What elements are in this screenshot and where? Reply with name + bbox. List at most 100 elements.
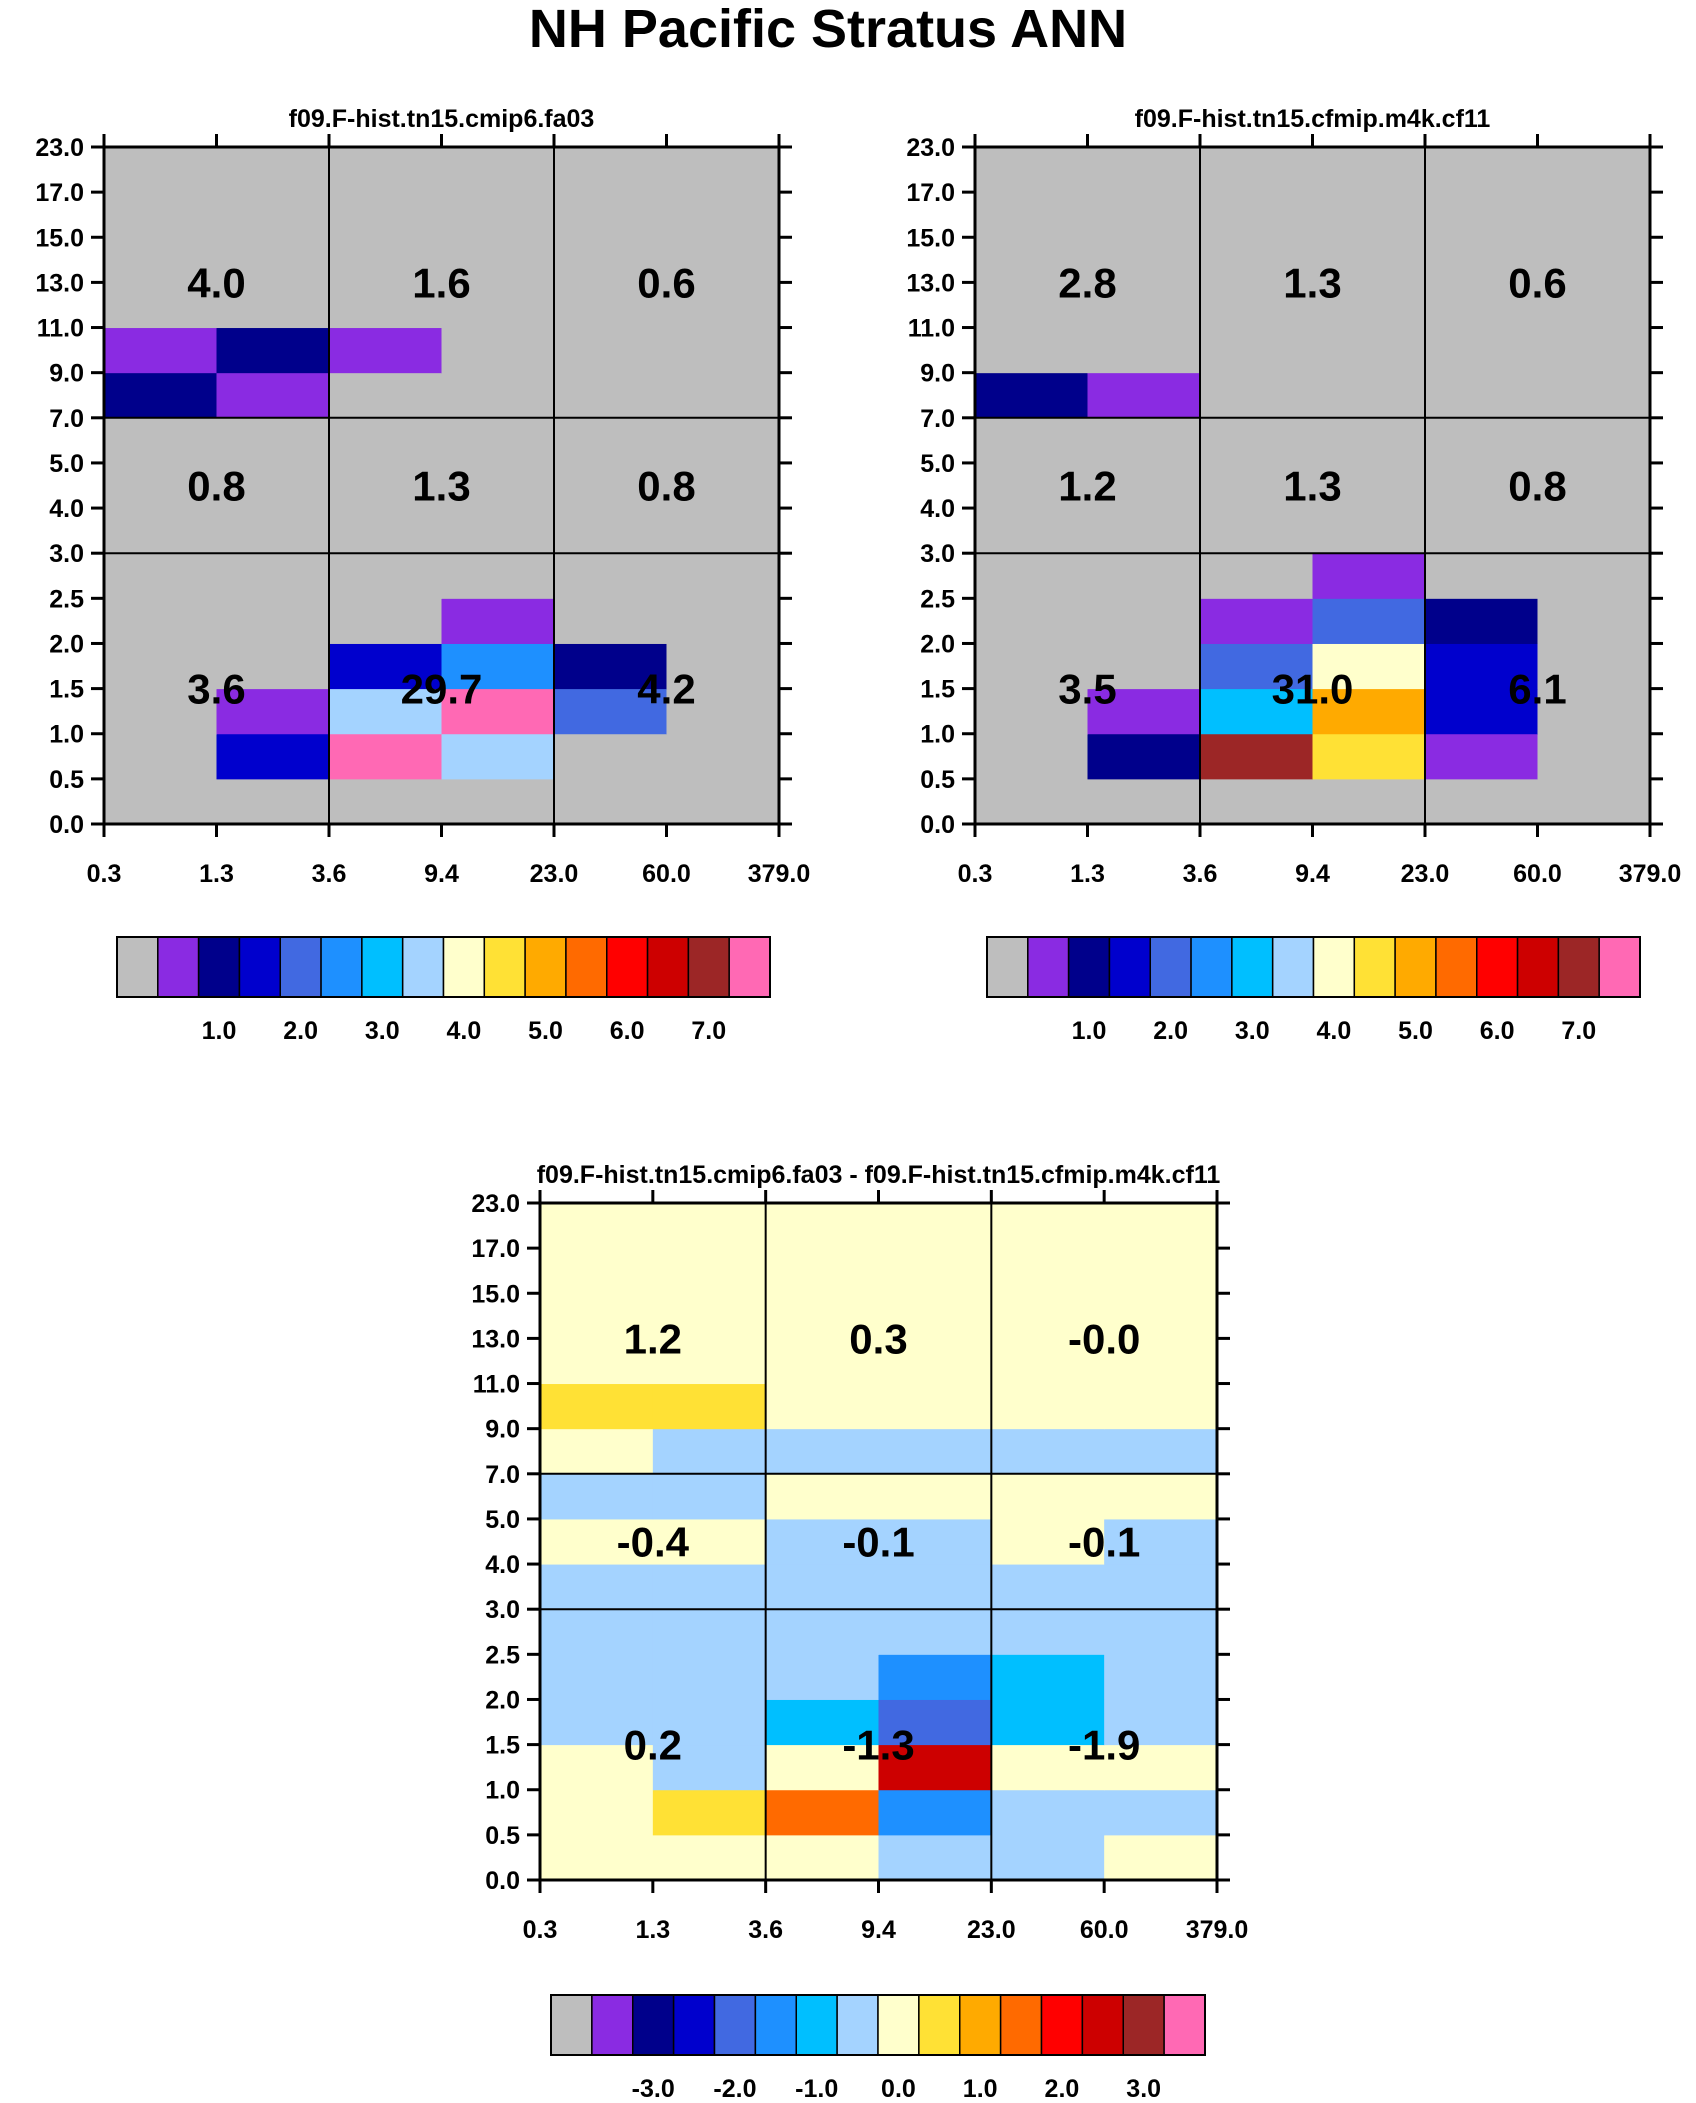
heatmap-cell [765, 1203, 879, 1249]
heatmap-cell [765, 1789, 879, 1836]
heatmap-cell [991, 1428, 1105, 1475]
colorbar-swatch [1149, 936, 1192, 998]
region-value-label: 0.6 [1508, 259, 1566, 306]
colorbar-swatch [986, 936, 1029, 998]
heatmap-cell [1200, 643, 1313, 690]
colorbar-label: 2.0 [1045, 2075, 1080, 2103]
heatmap-cell [104, 372, 217, 419]
heatmap-cell [878, 1654, 992, 1700]
heatmap-cell [878, 1293, 992, 1339]
heatmap-cell [666, 417, 780, 464]
heatmap-cell [329, 598, 442, 644]
y-tick-label: 1.5 [49, 676, 84, 704]
colorbar-swatch [687, 936, 730, 998]
heatmap-cell [540, 1609, 654, 1655]
heatmap-cell [104, 508, 217, 554]
heatmap-cell [1425, 508, 1538, 554]
heatmap-cell [554, 778, 667, 825]
y-tick-label: 2.0 [920, 630, 955, 658]
heatmap-cell [216, 598, 330, 644]
heatmap-cell [329, 778, 442, 825]
heatmap-cell [991, 1834, 1105, 1881]
colorbar-label: 3.0 [1235, 1017, 1270, 1045]
colorbar-swatch [1312, 936, 1356, 998]
heatmap-cell [441, 643, 555, 690]
colorbar-swatch [1190, 936, 1233, 998]
heatmap-cell [216, 553, 330, 599]
heatmap-cell [554, 192, 667, 238]
heatmap-cell [104, 417, 217, 464]
heatmap-cell [540, 1699, 654, 1746]
heatmap-cell [216, 192, 330, 238]
colorbar-label: 5.0 [1398, 1017, 1433, 1045]
heatmap-cell [216, 237, 330, 283]
heatmap-cell [878, 1473, 992, 1520]
x-tick-label: 0.3 [523, 1916, 558, 1944]
y-tick-label: 11.0 [908, 315, 955, 343]
heatmap-cell [1200, 462, 1313, 509]
heatmap-cell [991, 1248, 1105, 1294]
y-tick-label: 4.0 [49, 495, 84, 523]
heatmap-cell [666, 372, 780, 419]
colorbar-swatch [877, 1994, 920, 2056]
region-value-label: 1.3 [412, 463, 470, 510]
heatmap-cell [104, 192, 217, 238]
heatmap-cell [540, 1293, 654, 1339]
heatmap-cell [1425, 147, 1538, 193]
heatmap-cell [666, 192, 780, 238]
heatmap-cell [1537, 643, 1651, 690]
heatmap-cell [666, 778, 780, 825]
heatmap-cell [975, 688, 1088, 735]
heatmap-cell [878, 1203, 992, 1249]
colorbar-label: 2.0 [283, 1017, 318, 1045]
heatmap-cell [1537, 598, 1651, 644]
colorbar-swatch [795, 1994, 838, 2056]
heatmap-cell [554, 147, 667, 193]
region-value-label: 31.0 [1272, 666, 1354, 713]
heatmap-cell [666, 598, 780, 644]
heatmap-cell [1087, 327, 1201, 374]
x-tick-label: 1.3 [635, 1916, 670, 1944]
y-tick-label: 0.5 [485, 1822, 520, 1850]
colorbar-label: -3.0 [632, 2075, 675, 2103]
heatmap-cell [1312, 282, 1426, 329]
colorbar-label: 7.0 [691, 1017, 726, 1045]
heatmap-cell [991, 1789, 1105, 1836]
heatmap-cell [878, 1834, 992, 1881]
x-tick-label: 379.0 [1186, 1916, 1249, 1944]
heatmap-cell [1537, 327, 1651, 374]
colorbar-swatch [1353, 936, 1396, 998]
region-value-label: -1.9 [1068, 1722, 1140, 1769]
panel-title: f09.F-hist.tn15.cmip6.fa03 - f09.F-hist.… [537, 1161, 1221, 1189]
colorbar-swatch [238, 936, 281, 998]
heatmap-cell [652, 1744, 767, 1791]
heatmap-cell [216, 282, 330, 329]
heatmap-cell [540, 1203, 654, 1249]
heatmap-cell [975, 417, 1088, 464]
colorbar-swatch [1476, 936, 1519, 998]
heatmap-cell [1537, 147, 1651, 193]
colorbar-swatch [361, 936, 404, 998]
heatmap-cell [1537, 688, 1651, 735]
heatmap-cell [975, 598, 1088, 644]
region-value-label: 6.1 [1508, 666, 1566, 713]
heatmap-cell [765, 1338, 879, 1385]
heatmap-cell [441, 417, 555, 464]
heatmap-cell [1312, 147, 1426, 193]
colorbar-frame [986, 936, 1641, 998]
heatmap-cell [1200, 192, 1313, 238]
heatmap-cell [540, 1248, 654, 1294]
colorbar-swatch [1040, 1994, 1084, 2056]
heatmap-cell [652, 1383, 767, 1430]
heatmap-cell [441, 688, 555, 735]
colorbar-label: 3.0 [365, 1017, 400, 1045]
y-tick-label: 9.0 [49, 360, 84, 388]
heatmap-cell [1312, 462, 1426, 509]
heatmap-cell [975, 327, 1088, 374]
colorbar-label: 4.0 [1317, 1017, 1352, 1045]
region-value-label: 0.8 [637, 463, 695, 510]
heatmap-cell [1104, 1789, 1218, 1836]
colorbar-swatch [1231, 936, 1274, 998]
colorbar-swatch [1081, 1994, 1124, 2056]
heatmap-cell [1104, 1473, 1218, 1520]
